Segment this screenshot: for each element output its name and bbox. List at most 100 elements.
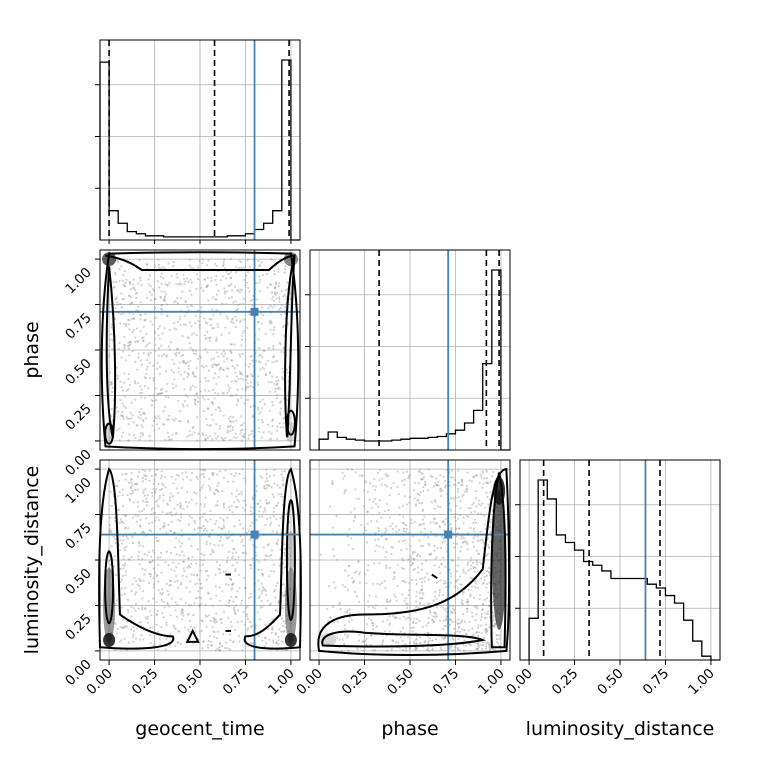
- sample-point: [133, 576, 136, 580]
- sample-point: [279, 426, 282, 429]
- sample-point: [129, 343, 132, 346]
- sample-point: [279, 307, 283, 310]
- sample-point: [178, 505, 182, 508]
- density-blob: [284, 633, 297, 647]
- sample-point: [265, 272, 269, 275]
- sample-point: [212, 616, 215, 620]
- sample-point: [278, 486, 281, 489]
- sample-point: [170, 438, 173, 441]
- sample-point: [286, 281, 289, 284]
- sample-point: [492, 614, 495, 617]
- sample-point: [184, 394, 187, 397]
- sample-point: [398, 617, 401, 620]
- sample-point: [487, 610, 490, 613]
- sample-point: [473, 605, 476, 608]
- sample-point: [482, 572, 485, 575]
- y-tick-label: 0.50: [62, 356, 95, 389]
- sample-point: [353, 507, 356, 510]
- sample-point: [229, 415, 232, 418]
- sample-point: [274, 632, 277, 635]
- sample-point: [438, 524, 441, 528]
- sample-point: [269, 258, 273, 261]
- sample-point: [115, 429, 119, 432]
- sample-point: [241, 435, 244, 438]
- sample-point: [386, 600, 390, 604]
- sample-point: [128, 318, 131, 322]
- sample-point: [207, 389, 210, 393]
- sample-point: [426, 649, 430, 652]
- sample-point: [215, 560, 218, 564]
- sample-point: [243, 266, 246, 269]
- sample-point: [221, 527, 224, 530]
- sample-point: [128, 354, 131, 357]
- sample-point: [148, 435, 151, 438]
- sample-point: [132, 283, 135, 286]
- sample-point: [161, 308, 164, 311]
- sample-point: [457, 527, 461, 530]
- sample-point: [150, 614, 153, 617]
- sample-point: [281, 483, 285, 486]
- sample-point: [210, 318, 213, 321]
- sample-point: [266, 517, 269, 520]
- sample-point: [266, 599, 269, 602]
- sample-point: [144, 607, 147, 610]
- sample-point: [123, 284, 126, 288]
- sample-point: [153, 330, 157, 333]
- sample-point: [408, 581, 411, 585]
- sample-point: [485, 597, 489, 600]
- sample-point: [257, 426, 261, 430]
- sample-point: [346, 589, 350, 592]
- sample-point: [364, 529, 367, 532]
- sample-point: [477, 499, 481, 502]
- sample-point: [173, 352, 177, 355]
- sample-point: [166, 418, 169, 421]
- sample-point: [130, 605, 133, 609]
- sample-point: [274, 291, 277, 294]
- sample-point: [378, 468, 382, 472]
- sample-point: [250, 564, 253, 567]
- sample-point: [122, 343, 126, 347]
- sample-point: [188, 434, 191, 437]
- sample-point: [240, 492, 243, 496]
- sample-point: [335, 515, 338, 518]
- sample-point: [140, 391, 143, 395]
- sample-point: [240, 344, 243, 347]
- sample-point: [482, 603, 485, 606]
- sample-point: [200, 597, 203, 600]
- sample-point: [162, 423, 165, 426]
- sample-point: [378, 479, 381, 482]
- sample-point: [268, 555, 271, 558]
- sample-point: [454, 585, 457, 588]
- sample-point: [410, 557, 413, 560]
- sample-point: [449, 647, 452, 650]
- sample-point: [358, 581, 362, 584]
- sample-point: [263, 402, 266, 406]
- sample-point: [112, 286, 115, 289]
- sample-point: [384, 555, 387, 559]
- sample-point: [211, 604, 214, 607]
- sample-point: [225, 559, 229, 562]
- sample-point: [168, 499, 171, 502]
- sample-point: [236, 308, 239, 311]
- sample-point: [149, 560, 152, 564]
- sample-point: [272, 507, 276, 510]
- sample-point: [454, 579, 458, 583]
- sample-point: [124, 344, 127, 347]
- sample-point: [255, 360, 258, 363]
- sample-point: [275, 383, 278, 387]
- sample-point: [357, 559, 360, 563]
- sample-point: [416, 499, 419, 502]
- sample-point: [169, 341, 173, 344]
- sample-point: [108, 353, 111, 356]
- sample-point: [483, 578, 486, 582]
- sample-point: [256, 611, 259, 614]
- sample-point: [241, 352, 244, 356]
- sample-point: [484, 527, 487, 530]
- sample-point: [199, 380, 202, 383]
- sample-point: [448, 623, 451, 626]
- contour-left: [98, 467, 175, 650]
- sample-point: [217, 481, 220, 485]
- sample-point: [168, 579, 172, 582]
- sample-point: [207, 299, 210, 302]
- sample-point: [265, 473, 268, 476]
